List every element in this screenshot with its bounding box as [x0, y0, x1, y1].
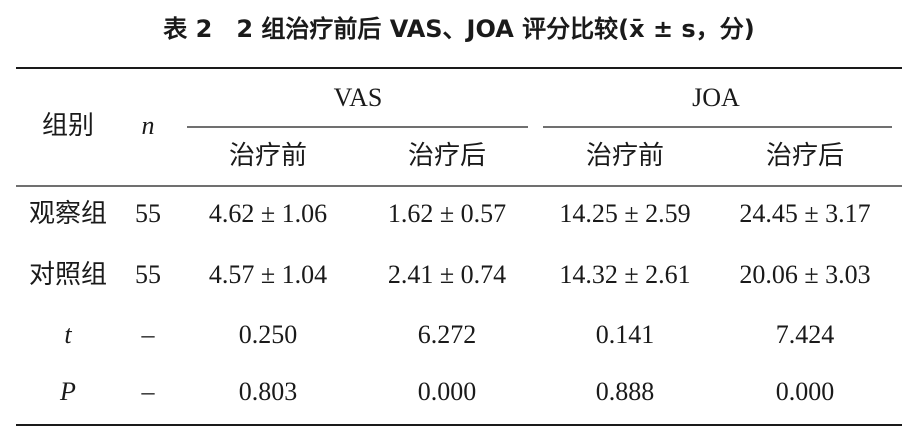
cell: 4.57 ± 1.04	[209, 260, 327, 289]
cell: 55	[135, 199, 161, 228]
cell: 对照组	[29, 260, 107, 289]
header-joa: JOA	[692, 83, 740, 112]
header-sub: 治疗后	[408, 141, 486, 170]
cell: 0.888	[596, 377, 655, 406]
cell: 14.32 ± 2.61	[559, 260, 690, 289]
header-sub: 治疗后	[766, 141, 844, 170]
cell: 0.000	[418, 377, 477, 406]
cell: 1.62 ± 0.57	[388, 199, 506, 228]
header-sub: 治疗前	[586, 141, 664, 170]
cell: –	[141, 377, 156, 406]
cell: 4.62 ± 1.06	[209, 199, 327, 228]
cell: 24.45 ± 3.17	[739, 199, 870, 228]
cell: 观察组	[29, 199, 107, 228]
cell: –	[141, 320, 156, 349]
cell: 14.25 ± 2.59	[559, 199, 690, 228]
header-n: n	[142, 111, 155, 140]
cell: 0.250	[239, 320, 298, 349]
cell: 6.272	[418, 320, 477, 349]
cell: 20.06 ± 3.03	[739, 260, 870, 289]
cell: 0.803	[239, 377, 298, 406]
header-sub: 治疗前	[229, 141, 307, 170]
header-group: 组别	[42, 111, 94, 140]
cell: P	[59, 377, 76, 406]
cell: 0.000	[776, 377, 835, 406]
cell: t	[64, 320, 72, 349]
cell: 55	[135, 260, 161, 289]
cell: 0.141	[596, 320, 655, 349]
cell: 2.41 ± 0.74	[388, 260, 506, 289]
cell: 7.424	[776, 320, 835, 349]
header-vas: VAS	[334, 83, 383, 112]
table-title: 表 2 2 组治疗前后 VAS、JOA 评分比较(x̄ ± s，分)	[163, 15, 754, 43]
